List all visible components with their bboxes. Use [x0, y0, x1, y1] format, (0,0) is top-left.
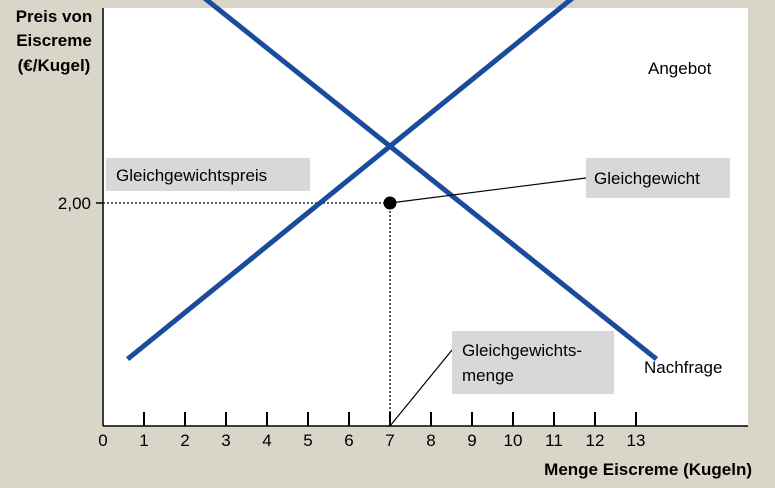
- x-tick-label: 13: [627, 431, 646, 450]
- price-callout-box: [106, 158, 310, 191]
- equilibrium-callout-box: [586, 158, 730, 198]
- equilibrium-leader-line: [389, 177, 587, 204]
- x-tick-label: 3: [221, 431, 230, 450]
- demand-curve-label: Nachfrage: [644, 358, 722, 377]
- y-axis-label-line-3: (€/Kugel): [18, 56, 91, 75]
- x-axis-label: Menge Eiscreme (Kugeln): [544, 460, 752, 479]
- equilibrium-guides: [103, 202, 391, 426]
- y-axis-label-line-1: Preis von: [16, 7, 93, 26]
- price-callout-label: Gleichgewichtspreis: [116, 166, 267, 185]
- supply-curve-label: Angebot: [648, 59, 712, 78]
- x-tick-label: 4: [262, 431, 271, 450]
- equilibrium-callout-label: Gleichgewicht: [594, 169, 700, 188]
- x-tick-label: 1: [139, 431, 148, 450]
- quantity-leader-line: [389, 349, 453, 427]
- supply-curve: [126, 0, 575, 362]
- x-tick-label: 12: [586, 431, 605, 450]
- x-tick-label: 2: [180, 431, 189, 450]
- quantity-callout-label-line-1: Gleichgewichts-: [462, 341, 582, 360]
- x-tick-label: 6: [344, 431, 353, 450]
- quantity-callout-box: [452, 331, 614, 394]
- x-tick-label: 7: [385, 431, 394, 450]
- callouts: [389, 177, 587, 427]
- x-tick-label: 9: [467, 431, 476, 450]
- y-tick-label: 2,00: [58, 194, 91, 213]
- x-tick-label: 10: [504, 431, 523, 450]
- demand-curve: [202, 0, 659, 362]
- x-tick-label: 8: [426, 431, 435, 450]
- quantity-callout-label-line-2: menge: [462, 366, 514, 385]
- x-tick-label: 0: [98, 431, 107, 450]
- x-tick-label: 11: [545, 431, 563, 450]
- x-tick-label: 5: [303, 431, 312, 450]
- plot-area: [103, 8, 748, 426]
- y-axis-label-line-2: Eiscreme: [16, 31, 92, 50]
- axes: 0 1 2 3 4 5 6 7 8 9 10 11 12 132,00: [58, 8, 748, 450]
